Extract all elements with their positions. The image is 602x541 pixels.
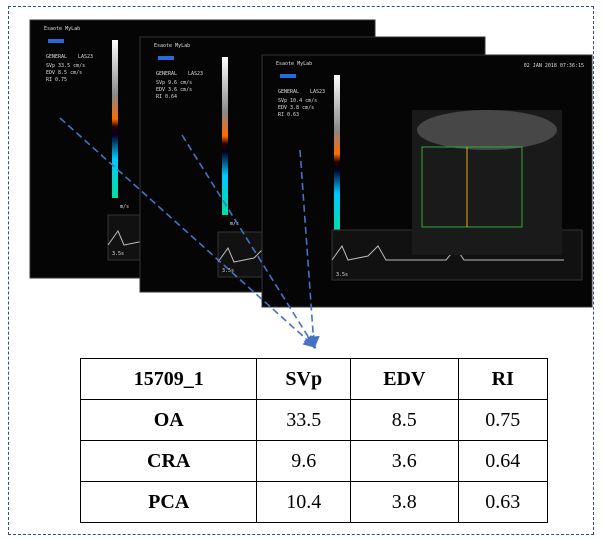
table-row: OA 33.5 8.5 0.75 <box>79 399 549 441</box>
preset: GENERAL <box>46 54 67 60</box>
table-cell: 33.5 <box>256 399 352 441</box>
color-bar <box>222 57 228 215</box>
table-cell: EDV <box>350 358 459 400</box>
table-row: PCA 10.4 3.8 0.63 <box>79 481 549 523</box>
probe: LAS23 <box>78 54 93 60</box>
time-scale: 3.5s <box>112 251 124 257</box>
scale-unit: m/s <box>230 221 239 227</box>
arrow <box>181 134 316 349</box>
table-cell: 3.6 <box>350 440 459 482</box>
arrow <box>59 117 317 349</box>
preset: GENERAL <box>278 89 299 95</box>
doppler-box <box>421 146 523 228</box>
table-cell: RI <box>457 358 549 400</box>
ultrasound-screenshot: Esaote MyLab 02 JAN 2018 07:36:15 GENERAL L… <box>261 54 593 308</box>
table-cell: 9.6 <box>256 440 352 482</box>
measurement: RI 0.64 <box>156 94 177 100</box>
probe: LAS23 <box>188 71 203 77</box>
color-bar <box>112 40 118 198</box>
measurement: EDV 8.5 cm/s <box>46 70 82 76</box>
table-cell: PCA <box>79 481 258 523</box>
logo: Esaote MyLab <box>276 61 312 67</box>
probe: LAS23 <box>310 89 325 95</box>
probe-indicator <box>158 56 174 60</box>
time-scale: 3.5s <box>222 268 234 274</box>
table-cell: OA <box>79 399 258 441</box>
measurement: RI 0.63 <box>278 112 299 118</box>
measurement: SVp 33.5 cm/s <box>46 63 85 69</box>
table-cell: 10.4 <box>256 481 352 523</box>
table-cell: 0.63 <box>457 481 549 523</box>
logo: Esaote MyLab <box>154 43 190 49</box>
measurement: SVp 9.6 cm/s <box>156 80 192 86</box>
table-row: 15709_1 SVp EDV RI <box>79 358 549 400</box>
scale-unit: m/s <box>120 204 129 210</box>
table-cell: 0.64 <box>457 440 549 482</box>
table-cell: CRA <box>79 440 258 482</box>
table-cell: 0.75 <box>457 399 549 441</box>
logo: Esaote MyLab <box>44 26 80 32</box>
measurement: EDV 3.6 cm/s <box>156 87 192 93</box>
probe-indicator <box>48 39 64 43</box>
table-cell: 3.8 <box>350 481 459 523</box>
dashed-frame <box>8 6 594 535</box>
date: 02 JAN 2018 07:36:15 <box>524 63 584 69</box>
color-bar <box>334 75 340 233</box>
table-cell: SVp <box>256 358 352 400</box>
probe-indicator <box>280 74 296 78</box>
table-cell: 8.5 <box>350 399 459 441</box>
measurement: EDV 3.8 cm/s <box>278 105 314 111</box>
table-row: CRA 9.6 3.6 0.64 <box>79 440 549 482</box>
preset: GENERAL <box>156 71 177 77</box>
eye-globe <box>417 110 557 150</box>
measurement: SVp 10.4 cm/s <box>278 98 317 104</box>
table-cell: 15709_1 <box>79 358 258 400</box>
time-scale: 3.5s <box>336 272 348 278</box>
measurement: RI 0.75 <box>46 77 67 83</box>
results-table: 15709_1 SVp EDV RI OA 33.5 8.5 0.75 CRA 9.6 3.6 0.6… <box>79 358 549 523</box>
